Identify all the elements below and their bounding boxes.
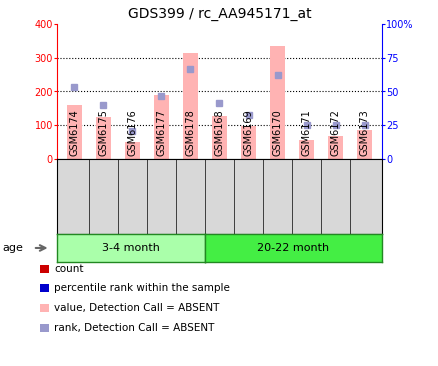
Bar [241,126,255,159]
Bar [270,46,284,159]
Bar [212,116,226,159]
Bar [154,95,168,159]
Text: value, Detection Call = ABSENT: value, Detection Call = ABSENT [54,303,219,313]
Text: percentile rank within the sample: percentile rank within the sample [54,283,230,294]
Text: rank, Detection Call = ABSENT: rank, Detection Call = ABSENT [54,323,214,333]
Bar [328,136,342,159]
Bar [67,105,81,159]
Title: GDS399 / rc_AA945171_at: GDS399 / rc_AA945171_at [127,7,311,21]
Bar [125,142,139,159]
Bar [183,53,197,159]
Text: age: age [2,243,23,253]
Text: 20-22 month: 20-22 month [257,243,328,253]
Text: 3-4 month: 3-4 month [102,243,159,253]
Text: count: count [54,264,84,274]
Bar [299,140,313,159]
Bar [357,130,371,159]
Bar [96,117,110,159]
